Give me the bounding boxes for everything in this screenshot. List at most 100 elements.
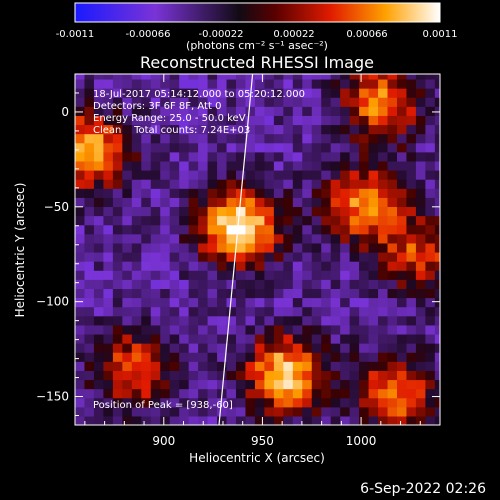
heatmap-cell: [169, 179, 180, 189]
heatmap-cell: [330, 397, 341, 408]
heatmap-cell: [131, 333, 142, 344]
heatmap-cell: [273, 324, 284, 335]
heatmap-cell: [198, 88, 209, 98]
heatmap-cell: [150, 151, 161, 162]
heatmap-cell: [264, 233, 275, 244]
heatmap-cell: [131, 270, 142, 280]
heatmap-cell: [434, 133, 440, 144]
heatmap-cell: [340, 242, 351, 253]
heatmap-cell: [93, 251, 105, 262]
heatmap-cell: [198, 270, 209, 280]
heatmap-cell: [179, 170, 190, 180]
annotation-detectors: Detectors: 3F 6F 8F, Att 0: [93, 101, 221, 112]
heatmap-cell: [292, 206, 303, 217]
heatmap-cell: [84, 306, 95, 317]
heatmap-cell: [321, 251, 332, 262]
heatmap-cell: [292, 388, 303, 399]
heatmap-cell: [425, 88, 436, 98]
heatmap-cell: [160, 306, 171, 317]
heatmap-cell: [321, 215, 332, 226]
heatmap-cell: [254, 170, 266, 180]
heatmap-cell: [311, 215, 322, 226]
heatmap-cell: [415, 315, 426, 326]
heatmap-cell: [160, 343, 171, 353]
heatmap-cell: [75, 370, 86, 381]
heatmap-cell: [406, 361, 417, 371]
heatmap-cell: [84, 324, 95, 335]
heatmap-cell: [245, 188, 256, 198]
heatmap-cell: [245, 324, 256, 335]
heatmap-cell: [179, 333, 190, 344]
heatmap-cell: [179, 370, 190, 381]
heatmap-cell: [84, 388, 95, 399]
heatmap-cell: [179, 78, 190, 89]
heatmap-cell: [302, 343, 313, 353]
heatmap-cell: [349, 315, 360, 326]
heatmap-cell: [273, 333, 284, 344]
heatmap-cell: [245, 179, 256, 189]
heatmap-cell: [75, 288, 86, 299]
heatmap-cell: [415, 215, 426, 226]
heatmap-cell: [368, 142, 379, 153]
heatmap-cell: [434, 206, 440, 217]
heatmap-cell: [198, 324, 209, 335]
heatmap-cell: [311, 74, 322, 80]
heatmap-cell: [160, 106, 171, 116]
heatmap-cell: [254, 133, 266, 144]
heatmap-cell: [283, 97, 294, 107]
heatmap-cell: [254, 179, 266, 189]
heatmap-cell: [179, 388, 190, 399]
heatmap-cell: [150, 379, 161, 390]
heatmap-cell: [387, 343, 398, 353]
heatmap-cell: [396, 124, 408, 135]
heatmap-cell: [302, 315, 313, 326]
heatmap-cell: [406, 233, 417, 244]
heatmap-cell: [378, 233, 389, 244]
heatmap-cell: [396, 215, 408, 226]
heatmap-cell: [141, 88, 152, 98]
heatmap-cell: [330, 388, 341, 399]
heatmap-cell: [264, 288, 275, 299]
heatmap-cell: [283, 315, 294, 326]
heatmap-cell: [302, 124, 313, 135]
heatmap-cell: [93, 324, 105, 335]
heatmap-cell: [112, 74, 123, 80]
heatmap-cell: [131, 224, 142, 235]
heatmap-cell: [84, 151, 95, 162]
heatmap-cell: [93, 297, 105, 308]
heatmap-cell: [330, 188, 341, 198]
heatmap-cell: [264, 224, 275, 235]
heatmap-cell: [302, 197, 313, 208]
heatmap-cell: [330, 251, 341, 262]
heatmap-cell: [198, 160, 209, 171]
heatmap-cell: [245, 215, 256, 226]
heatmap-cell: [169, 188, 180, 198]
heatmap-cell: [349, 397, 360, 408]
heatmap-cell: [150, 288, 161, 299]
heatmap-cell: [93, 270, 105, 280]
heatmap-cell: [264, 242, 275, 253]
heatmap-cell: [359, 388, 370, 399]
heatmap-cell: [122, 370, 133, 381]
heatmap-cell: [122, 406, 133, 417]
heatmap-cell: [387, 261, 398, 271]
heatmap-cell: [75, 206, 86, 217]
heatmap-cell: [75, 74, 86, 80]
heatmap-cell: [150, 115, 161, 126]
heatmap-cell: [415, 379, 426, 390]
heatmap-cell: [283, 224, 294, 235]
heatmap-cell: [425, 151, 436, 162]
heatmap-cell: [160, 97, 171, 107]
heatmap-cell: [349, 370, 360, 381]
heatmap-cell: [103, 74, 114, 80]
heatmap-cell: [378, 251, 389, 262]
x-axis-label: Heliocentric X (arcsec): [189, 451, 325, 465]
heatmap-cell: [406, 315, 417, 326]
heatmap-cell: [415, 270, 426, 280]
heatmap-cell: [141, 233, 152, 244]
heatmap-cell: [198, 251, 209, 262]
heatmap-cell: [434, 388, 440, 399]
heatmap-cell: [84, 333, 95, 344]
heatmap-cell: [160, 242, 171, 253]
